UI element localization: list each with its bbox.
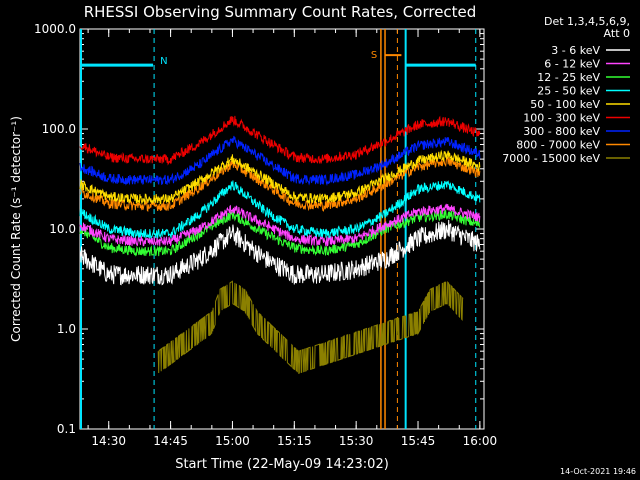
footer-timestamp: 14-Oct-2021 19:46 [560,467,636,476]
legend-label: 6 - 12 keV [544,58,600,71]
orbit-markers: NS [80,29,477,429]
x-tick-label: 15:30 [339,434,374,448]
y-tick-label: 10.0 [49,222,76,236]
series-line [79,209,481,257]
series-line [79,219,481,286]
legend-label: 50 - 100 keV [530,98,600,111]
legend-label: 800 - 7000 keV [516,139,600,152]
legend-label: 300 - 800 keV [523,125,600,138]
x-tick-label: 14:45 [153,434,188,448]
x-tick-label: 15:15 [277,434,312,448]
x-tick-label: 15:00 [215,434,250,448]
legend-label: 7000 - 15000 keV [502,152,600,165]
y-tick-label: 1.0 [57,322,76,336]
legend-label: 3 - 6 keV [551,44,600,57]
x-axis-label: Start Time (22-May-09 14:23:02) [175,457,389,472]
y-tick-label: 0.1 [57,422,76,436]
y-tick-label: 1000.0 [34,22,76,36]
series-line [157,280,464,375]
x-axis: 14:30 14:45 15:00 15:15 15:30 15:45 16:00 [87,29,498,448]
saa-label: S [371,50,377,61]
y-axis: 1000.0 100.0 10.0 1.0 0.1 [34,22,484,436]
night-label: N [160,56,167,67]
legend-label: 12 - 25 keV [537,71,600,84]
legend-label: 100 - 300 keV [523,112,600,125]
chart-title: RHESSI Observing Summary Count Rates, Co… [84,3,477,21]
series-group [79,115,481,375]
series-line [79,149,481,205]
y-axis-label: Corrected Count Rate (s⁻¹ detector⁻¹) [9,116,23,342]
y-tick-label: 100.0 [42,122,76,136]
series-line [79,115,481,166]
series-line [79,135,481,187]
x-tick-label: 16:00 [463,434,498,448]
series-line [79,203,481,247]
x-tick-label: 15:45 [401,434,436,448]
legend-label: 25 - 50 keV [537,85,600,98]
legend-header-2: Att 0 [604,27,630,40]
series-line [79,180,481,239]
legend-header-1: Det 1,3,4,5,6,9, [544,15,630,28]
x-tick-label: 14:30 [91,434,126,448]
